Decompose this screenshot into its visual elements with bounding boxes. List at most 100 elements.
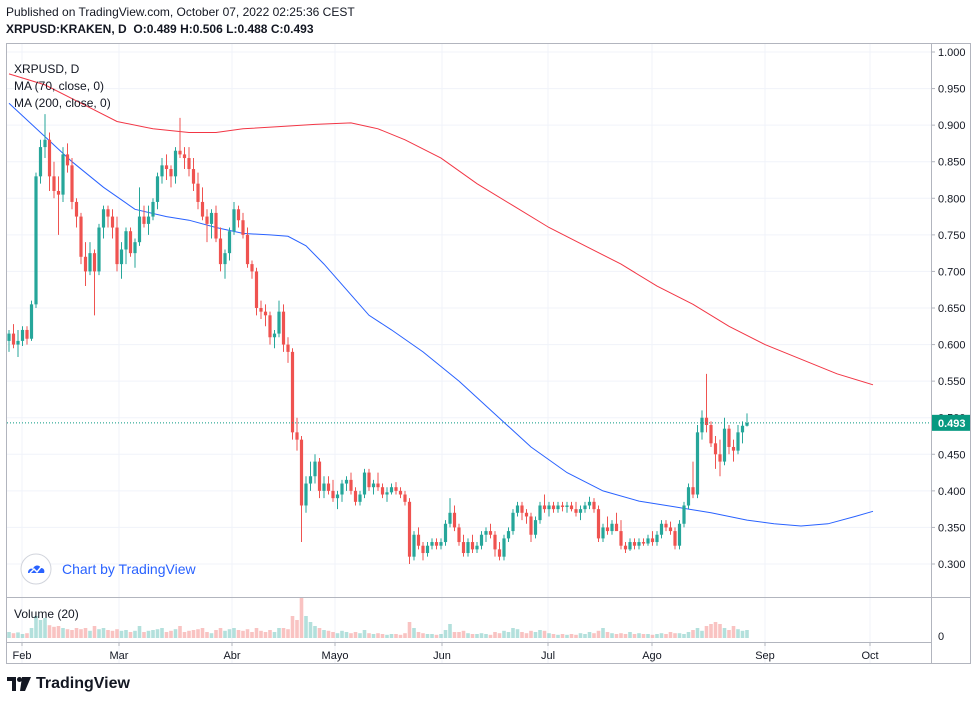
watermark-text: Chart by TradingView: [62, 561, 196, 577]
volume-bar: [677, 633, 682, 638]
candle-body: [398, 490, 403, 495]
volume-bar: [286, 629, 290, 638]
candle-body: [556, 505, 560, 510]
candle-body: [38, 147, 43, 177]
candle-body: [709, 425, 713, 444]
volume-bar: [700, 630, 704, 638]
y-tick-label: 0.650: [938, 303, 966, 315]
candle-body: [511, 512, 515, 532]
volume-bar: [34, 616, 38, 638]
volume-bar: [623, 634, 628, 638]
volume-bar: [655, 634, 659, 638]
volume-bar: [142, 632, 146, 638]
volume-bar: [110, 630, 115, 638]
volume-bar: [169, 630, 173, 638]
candle-body: [587, 501, 592, 506]
volume-bar: [371, 634, 376, 638]
volume-bar: [97, 629, 101, 638]
volume-bar: [547, 633, 551, 638]
volume-bar: [610, 633, 614, 638]
candle-body: [106, 209, 110, 217]
x-tick-label: Mar: [110, 650, 129, 662]
candle-body: [173, 150, 178, 177]
volume-bar: [83, 628, 88, 638]
volume-bar: [317, 628, 322, 638]
candle-body: [20, 329, 25, 341]
candle-body: [142, 216, 146, 224]
volume-bar: [443, 630, 448, 638]
volume-bar: [502, 630, 506, 638]
volume-bar: [520, 632, 524, 638]
volume-bar: [488, 634, 493, 638]
volume-bar: [457, 632, 461, 638]
volume-bar: [542, 630, 547, 638]
candle-body: [182, 154, 187, 159]
volume-bar: [592, 633, 596, 638]
candle-body: [452, 512, 457, 528]
volume-bar: [385, 634, 389, 638]
candle-body: [551, 505, 556, 510]
candle-body: [277, 311, 281, 334]
last-price-marker: 0.493: [7, 414, 970, 431]
candle-body: [745, 422, 749, 426]
volume-bar: [628, 632, 632, 638]
candle-body: [407, 501, 412, 557]
candle-body: [646, 538, 650, 544]
candle-body: [272, 333, 277, 338]
candle-body: [722, 428, 727, 462]
candle-body: [56, 190, 61, 195]
volume-bar: [214, 630, 218, 638]
candle-body: [403, 494, 407, 502]
candle-body: [155, 176, 160, 202]
candle-body: [34, 176, 38, 305]
volume-bar: [452, 632, 457, 638]
candle-body: [281, 311, 286, 345]
candle-body: [421, 545, 425, 554]
volume-bar: [178, 626, 182, 638]
candle-body: [164, 165, 169, 170]
y-tick-label: 0.600: [938, 340, 966, 352]
candle-body: [65, 154, 70, 166]
candle-body: [542, 505, 547, 510]
candle-body: [466, 542, 470, 554]
candle-body: [83, 256, 88, 272]
volume-bar: [250, 632, 254, 638]
volume-bar: [146, 630, 151, 638]
volume-bar: [79, 629, 83, 638]
volume-bar: [16, 632, 20, 638]
volume-bar: [394, 634, 398, 638]
volume-bar: [236, 630, 241, 638]
candle-body: [574, 509, 578, 513]
volume-bar: [164, 632, 169, 638]
low-value: 0.488: [237, 22, 268, 36]
candle-body: [367, 472, 371, 488]
volume-tick-label: 0: [938, 631, 944, 643]
volume-bar: [205, 632, 209, 638]
volume-bar: [65, 629, 70, 638]
volume-bar: [484, 634, 488, 638]
volume-bar: [614, 634, 619, 638]
candle-body: [565, 505, 569, 507]
candle-body: [718, 454, 722, 462]
candle-body: [601, 527, 605, 539]
candle-body: [655, 534, 659, 543]
grid: [7, 44, 931, 663]
watermark[interactable]: Chart by TradingView: [20, 553, 196, 585]
candle-body: [29, 304, 34, 339]
candle-body: [515, 505, 520, 513]
volume-bar: [277, 628, 281, 638]
candle-body: [205, 216, 209, 224]
footer-logo[interactable]: TradingView: [7, 675, 130, 693]
candle-body: [578, 509, 583, 513]
volume-bar: [434, 634, 439, 638]
volume-bar: [245, 629, 250, 638]
candle-body: [313, 461, 317, 477]
volume-bar: [7, 632, 11, 638]
candle-body: [380, 487, 385, 495]
candle-body: [196, 183, 200, 202]
volume-bar: [115, 629, 119, 638]
volume-bar: [421, 633, 425, 638]
candle-body: [290, 351, 295, 433]
candle-body: [317, 461, 322, 491]
